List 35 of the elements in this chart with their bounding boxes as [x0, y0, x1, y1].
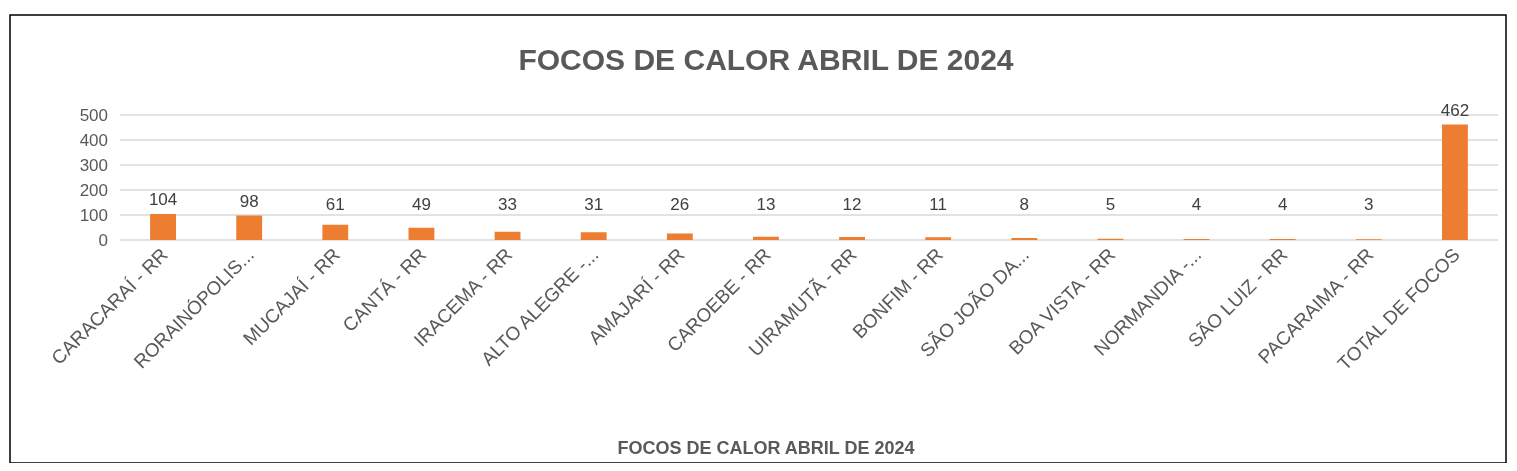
- bar: [150, 214, 176, 240]
- chart-title: FOCOS DE CALOR ABRIL DE 2024: [518, 43, 1014, 76]
- bar: [925, 237, 952, 240]
- y-tick-label: 100: [79, 205, 108, 225]
- data-label: 61: [325, 195, 345, 214]
- data-label: 5: [1105, 195, 1116, 214]
- data-label: 4: [1277, 195, 1288, 214]
- bar: [753, 236, 779, 240]
- bar: [666, 233, 693, 240]
- data-label: 13: [756, 195, 776, 214]
- data-label: 11: [929, 195, 948, 214]
- data-label: 49: [411, 195, 431, 214]
- data-label: 462: [1440, 100, 1470, 120]
- data-label: 104: [148, 190, 178, 209]
- data-label: 26: [670, 195, 690, 214]
- y-tick-label: 0: [98, 230, 108, 250]
- data-label: 31: [584, 195, 604, 214]
- bar: [839, 237, 865, 240]
- bar: [1442, 124, 1468, 240]
- bar: [322, 224, 349, 240]
- bar: [236, 215, 263, 240]
- bar: [408, 227, 435, 240]
- data-label: 33: [498, 195, 518, 214]
- data-label: 8: [1019, 195, 1030, 214]
- data-label: 3: [1364, 195, 1374, 214]
- y-tick-label: 500: [79, 105, 108, 125]
- y-tick-label: 300: [79, 155, 108, 175]
- y-tick-label: 200: [79, 180, 108, 200]
- data-label: 12: [842, 195, 862, 214]
- data-label: 4: [1191, 195, 1202, 214]
- data-label: 98: [239, 191, 259, 211]
- y-tick-label: 400: [79, 130, 108, 150]
- bar: [580, 232, 607, 240]
- bar: [494, 231, 521, 240]
- x-axis-title: FOCOS DE CALOR ABRIL DE 2024: [617, 438, 915, 458]
